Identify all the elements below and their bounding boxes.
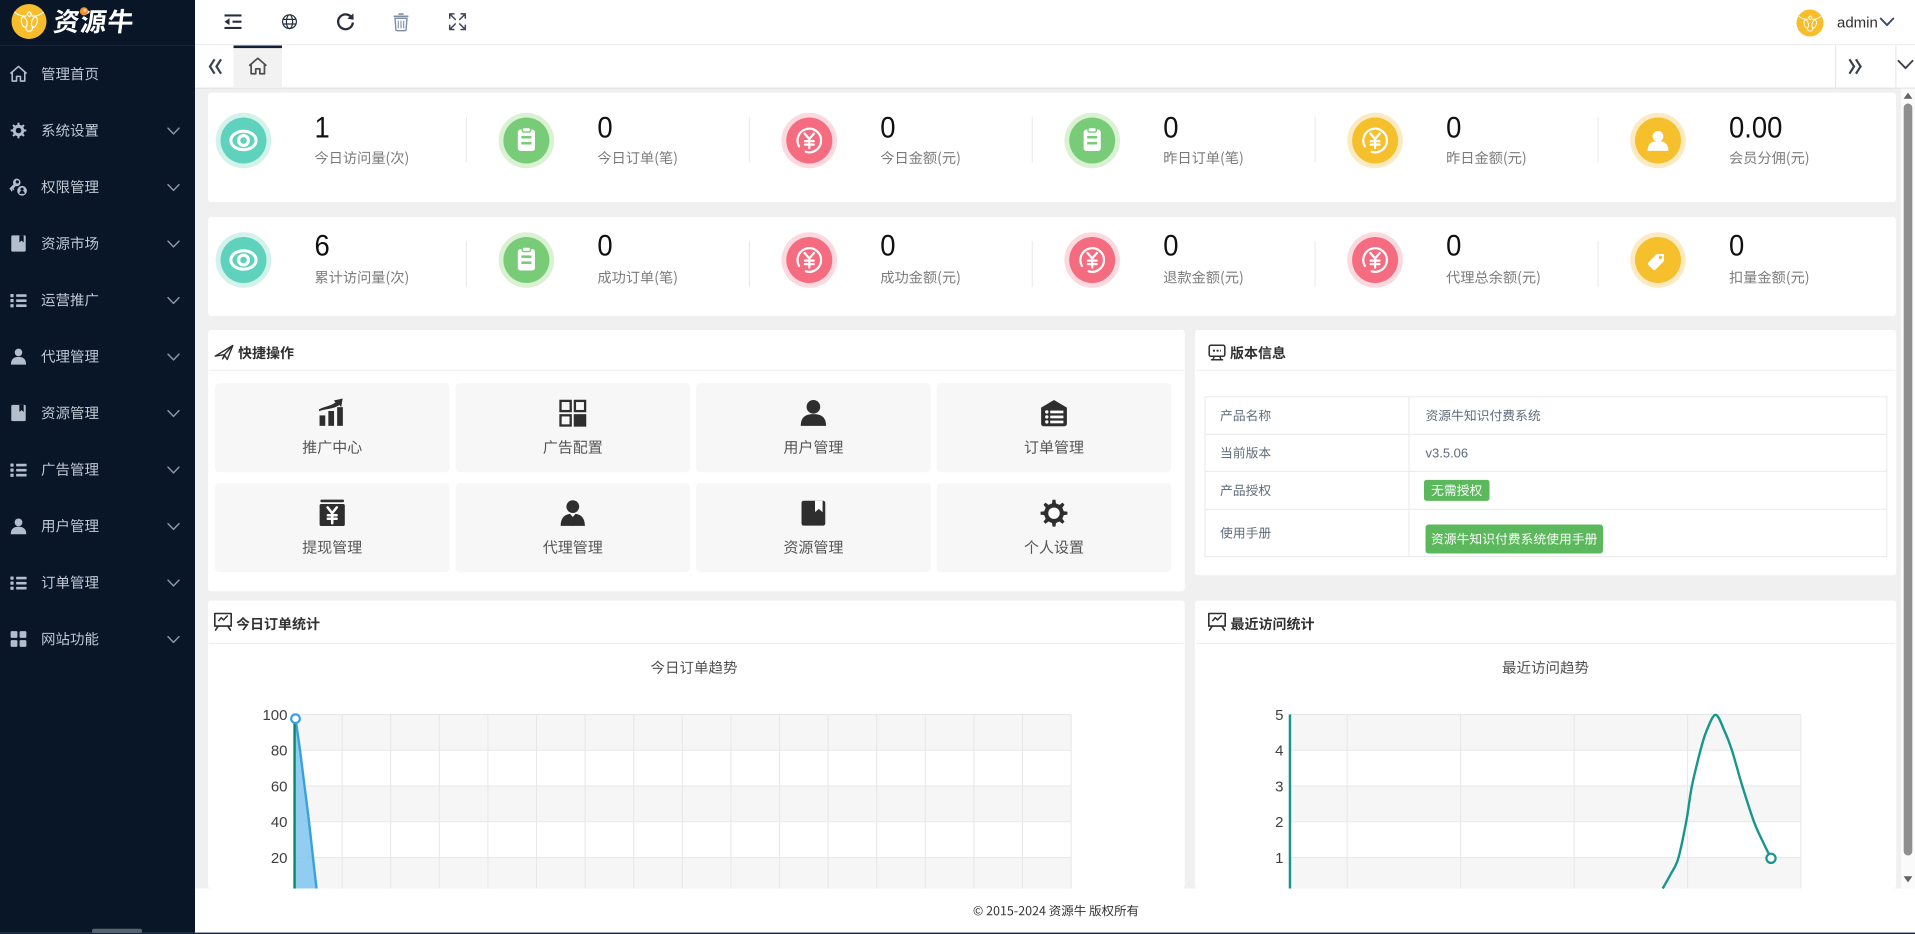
svg-text:60: 60 [271, 778, 288, 795]
svg-text:admin: admin [1837, 14, 1878, 31]
svg-text:20: 20 [271, 850, 288, 867]
svg-text:1: 1 [315, 111, 330, 144]
svg-text:80: 80 [271, 743, 288, 760]
svg-text:0.00: 0.00 [1729, 111, 1782, 144]
svg-text:4: 4 [1275, 743, 1283, 760]
svg-text:2: 2 [1275, 814, 1283, 831]
svg-text:0: 0 [880, 111, 895, 144]
svg-text:1: 1 [1275, 850, 1283, 867]
svg-text:3: 3 [1275, 778, 1283, 795]
svg-text:100: 100 [262, 707, 287, 724]
svg-text:0: 0 [1446, 111, 1461, 144]
svg-text:6: 6 [315, 230, 330, 263]
svg-text:5: 5 [1275, 707, 1283, 724]
svg-text:0: 0 [1163, 111, 1178, 144]
svg-text:v3.5.06: v3.5.06 [1426, 446, 1469, 461]
svg-text:0: 0 [1163, 230, 1178, 263]
svg-text:40: 40 [271, 814, 288, 831]
svg-text:0: 0 [1729, 230, 1744, 263]
svg-text:0: 0 [597, 111, 612, 144]
svg-text:0: 0 [1446, 230, 1461, 263]
svg-text:0: 0 [880, 230, 895, 263]
svg-text:0: 0 [597, 230, 612, 263]
